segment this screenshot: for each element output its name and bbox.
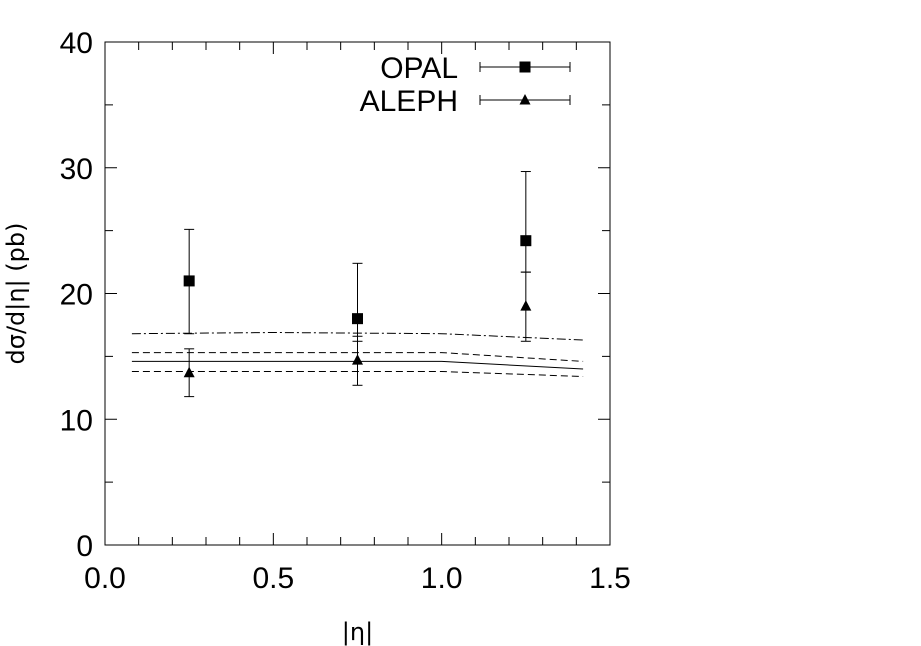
aleph-point [520,300,532,311]
axis-tick-labels: 0.0 0.5 1.0 1.5 0 10 20 30 40 [60,27,631,595]
aleph-point [352,354,363,365]
legend-label-opal: OPAL [380,52,458,85]
legend-label-aleph: ALEPH [360,85,458,118]
y-tick-label: 30 [60,153,93,186]
opal-point [520,235,532,247]
legend-marker-opal [519,61,531,73]
legend-marker-aleph [519,94,531,105]
y-tick-label: 40 [60,27,93,60]
aleph-point [183,366,195,378]
axis-ticks [104,41,611,546]
x-axis-label: |η| [342,618,373,646]
y-tick-label: 20 [60,279,93,312]
y-axis-label: dσ/d|η| (pb) [2,223,30,365]
x-tick-label: 1.0 [421,562,463,595]
x-tick-label: 1.5 [589,562,631,595]
y-tick-label: 0 [76,530,93,563]
data-markers [183,235,532,378]
opal-point [352,313,363,325]
opal-point [183,275,195,287]
x-tick-label: 0.0 [84,562,126,595]
y-tick-label: 10 [60,404,93,437]
x-tick-label: 0.5 [252,562,294,595]
